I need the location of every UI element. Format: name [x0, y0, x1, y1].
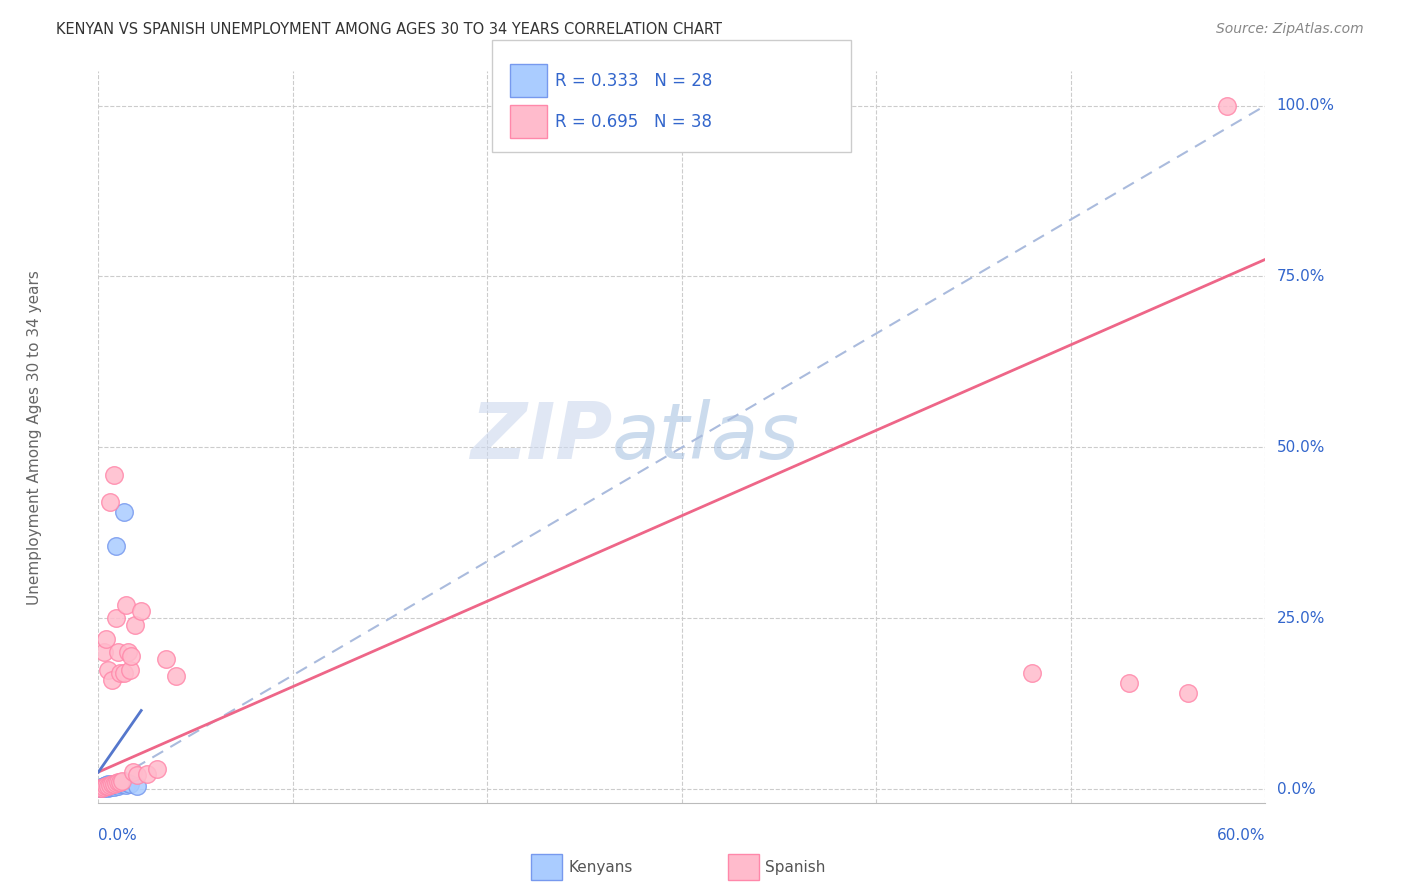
- Point: [136, 767, 159, 781]
- Point: [93, 645, 115, 659]
- Point: [127, 768, 149, 782]
- Text: Source: ZipAtlas.com: Source: ZipAtlas.com: [1216, 22, 1364, 37]
- Text: Kenyans: Kenyans: [568, 860, 633, 874]
- Point: [101, 777, 124, 791]
- Point: [103, 780, 125, 794]
- Point: [155, 652, 177, 666]
- Point: [98, 778, 121, 792]
- Point: [111, 773, 134, 788]
- Point: [93, 780, 115, 794]
- Point: [108, 665, 131, 680]
- Point: [103, 467, 125, 482]
- Point: [117, 645, 139, 659]
- Text: ZIP: ZIP: [470, 399, 612, 475]
- Point: [1177, 686, 1199, 700]
- Point: [96, 778, 118, 792]
- Text: 0.0%: 0.0%: [98, 828, 138, 843]
- Point: [108, 774, 131, 789]
- Point: [107, 645, 129, 659]
- Text: R = 0.695   N = 38: R = 0.695 N = 38: [555, 112, 713, 130]
- Point: [104, 776, 127, 790]
- Point: [101, 777, 124, 791]
- Point: [89, 781, 111, 796]
- Point: [127, 779, 149, 793]
- Point: [98, 495, 121, 509]
- Text: 25.0%: 25.0%: [1277, 611, 1324, 625]
- Point: [96, 780, 118, 794]
- Point: [121, 648, 143, 663]
- Text: 60.0%: 60.0%: [1218, 828, 1265, 843]
- Point: [93, 780, 115, 794]
- Point: [104, 540, 127, 554]
- Point: [98, 780, 121, 794]
- Point: [97, 779, 120, 793]
- Point: [91, 781, 114, 796]
- Point: [1021, 665, 1043, 680]
- Text: 0.0%: 0.0%: [1277, 781, 1315, 797]
- Point: [97, 663, 120, 677]
- Point: [101, 673, 124, 687]
- Point: [111, 775, 134, 789]
- Point: [97, 780, 120, 795]
- Point: [96, 780, 118, 794]
- Text: 100.0%: 100.0%: [1277, 98, 1334, 113]
- Point: [91, 780, 114, 794]
- Point: [103, 777, 125, 791]
- Point: [103, 777, 125, 791]
- Point: [114, 778, 136, 792]
- Point: [165, 669, 187, 683]
- Point: [91, 780, 114, 795]
- Point: [96, 632, 118, 646]
- Point: [1118, 676, 1140, 690]
- Point: [146, 762, 169, 776]
- Point: [89, 780, 111, 795]
- Text: KENYAN VS SPANISH UNEMPLOYMENT AMONG AGES 30 TO 34 YEARS CORRELATION CHART: KENYAN VS SPANISH UNEMPLOYMENT AMONG AGE…: [56, 22, 723, 37]
- Point: [107, 775, 129, 789]
- Point: [117, 776, 139, 790]
- Point: [89, 781, 111, 796]
- Text: atlas: atlas: [612, 399, 800, 475]
- Text: Unemployment Among Ages 30 to 34 years: Unemployment Among Ages 30 to 34 years: [27, 269, 42, 605]
- Point: [112, 665, 135, 680]
- Point: [112, 505, 135, 519]
- Point: [107, 779, 129, 793]
- Text: 50.0%: 50.0%: [1277, 440, 1324, 455]
- Point: [101, 780, 124, 794]
- Point: [108, 777, 131, 791]
- Text: 75.0%: 75.0%: [1277, 268, 1324, 284]
- Point: [1215, 98, 1237, 112]
- Point: [104, 611, 127, 625]
- Point: [97, 777, 120, 791]
- Point: [93, 779, 115, 793]
- Text: R = 0.333   N = 28: R = 0.333 N = 28: [555, 71, 713, 89]
- Point: [98, 778, 121, 792]
- Point: [96, 780, 118, 794]
- Point: [129, 604, 152, 618]
- Point: [124, 618, 146, 632]
- Text: Spanish: Spanish: [765, 860, 825, 874]
- Point: [114, 598, 136, 612]
- Point: [97, 779, 120, 793]
- Point: [122, 765, 145, 780]
- Point: [93, 780, 115, 795]
- Point: [118, 663, 141, 677]
- Point: [118, 777, 141, 791]
